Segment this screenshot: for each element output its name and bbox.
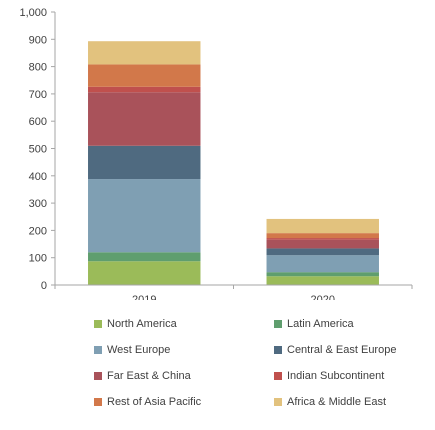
legend-item: North America	[94, 318, 177, 330]
bar-segment-far-east-china-2020	[266, 239, 379, 249]
legend-swatch	[94, 372, 102, 380]
legend-item: Latin America	[274, 318, 354, 330]
x-axis: 2019 2020	[54, 284, 413, 300]
y-tick-label: 1,000	[19, 7, 47, 19]
legend-item: Rest of Asia Pacific	[94, 396, 201, 408]
x-tick-label: 2019	[132, 294, 156, 300]
y-tick-label: 900	[29, 34, 47, 46]
y-tick-label: 100	[29, 253, 47, 265]
legend-swatch	[94, 320, 102, 328]
legend-swatch	[274, 346, 282, 354]
bar-segment-north-america-2020	[266, 276, 379, 285]
legend-item: Africa & Middle East	[274, 396, 386, 408]
legend-label: Africa & Middle East	[287, 396, 387, 408]
bar-segment-north-america-2019	[88, 261, 201, 285]
x-tick-label: 2020	[311, 294, 335, 300]
bar-segment-indian-subcontinent-2020	[266, 238, 379, 240]
legend-label: Far East & China	[107, 370, 191, 382]
legend-label: Latin America	[287, 318, 354, 330]
bar-segment-rest-of-asia-pacific-2019	[88, 64, 201, 87]
bar-segment-latin-america-2019	[88, 252, 201, 262]
y-tick-label: 300	[29, 198, 47, 210]
legend-item: Far East & China	[94, 370, 191, 382]
legend-label: West Europe	[107, 344, 171, 356]
legend-item: West Europe	[94, 344, 170, 356]
legend-item: Indian Subcontinent	[274, 370, 384, 382]
y-tick-label: 700	[29, 89, 47, 101]
bar-segment-latin-america-2020	[266, 272, 379, 277]
legend-label: Indian Subcontinent	[287, 370, 385, 382]
legend-swatch	[94, 398, 102, 406]
legend-swatch	[94, 346, 102, 354]
y-tick-label: 800	[29, 62, 47, 74]
legend-item: Central & East Europe	[274, 344, 396, 356]
y-tick-label: 500	[29, 144, 47, 156]
y-tick-label: 600	[29, 116, 47, 128]
bar-segment-far-east-china-2019	[88, 92, 201, 146]
legend-swatch	[274, 320, 282, 328]
legend-label: North America	[107, 318, 177, 330]
bar-segment-africa-middle-east-2020	[266, 218, 379, 234]
legend-label: Rest of Asia Pacific	[107, 396, 202, 408]
bar-segment-west-europe-2020	[266, 255, 379, 273]
bars	[88, 41, 379, 285]
y-tick-label: 0	[41, 280, 47, 292]
bar-segment-west-europe-2019	[88, 179, 201, 253]
legend-label: Central & East Europe	[287, 344, 397, 356]
y-tick-label: 400	[29, 171, 47, 183]
bar-segment-rest-of-asia-pacific-2020	[266, 233, 379, 239]
bar-segment-central-east-europe-2020	[266, 248, 379, 256]
bar-segment-central-east-europe-2019	[88, 145, 201, 180]
bar-segment-africa-middle-east-2019	[88, 41, 201, 65]
bar-segment-indian-subcontinent-2019	[88, 86, 201, 93]
y-tick-label: 200	[29, 225, 47, 237]
y-axis: 0 100 200 300 400 500 600 700 800 900 1,000	[19, 7, 56, 292]
legend-swatch	[274, 372, 282, 380]
legend-swatch	[274, 398, 282, 406]
